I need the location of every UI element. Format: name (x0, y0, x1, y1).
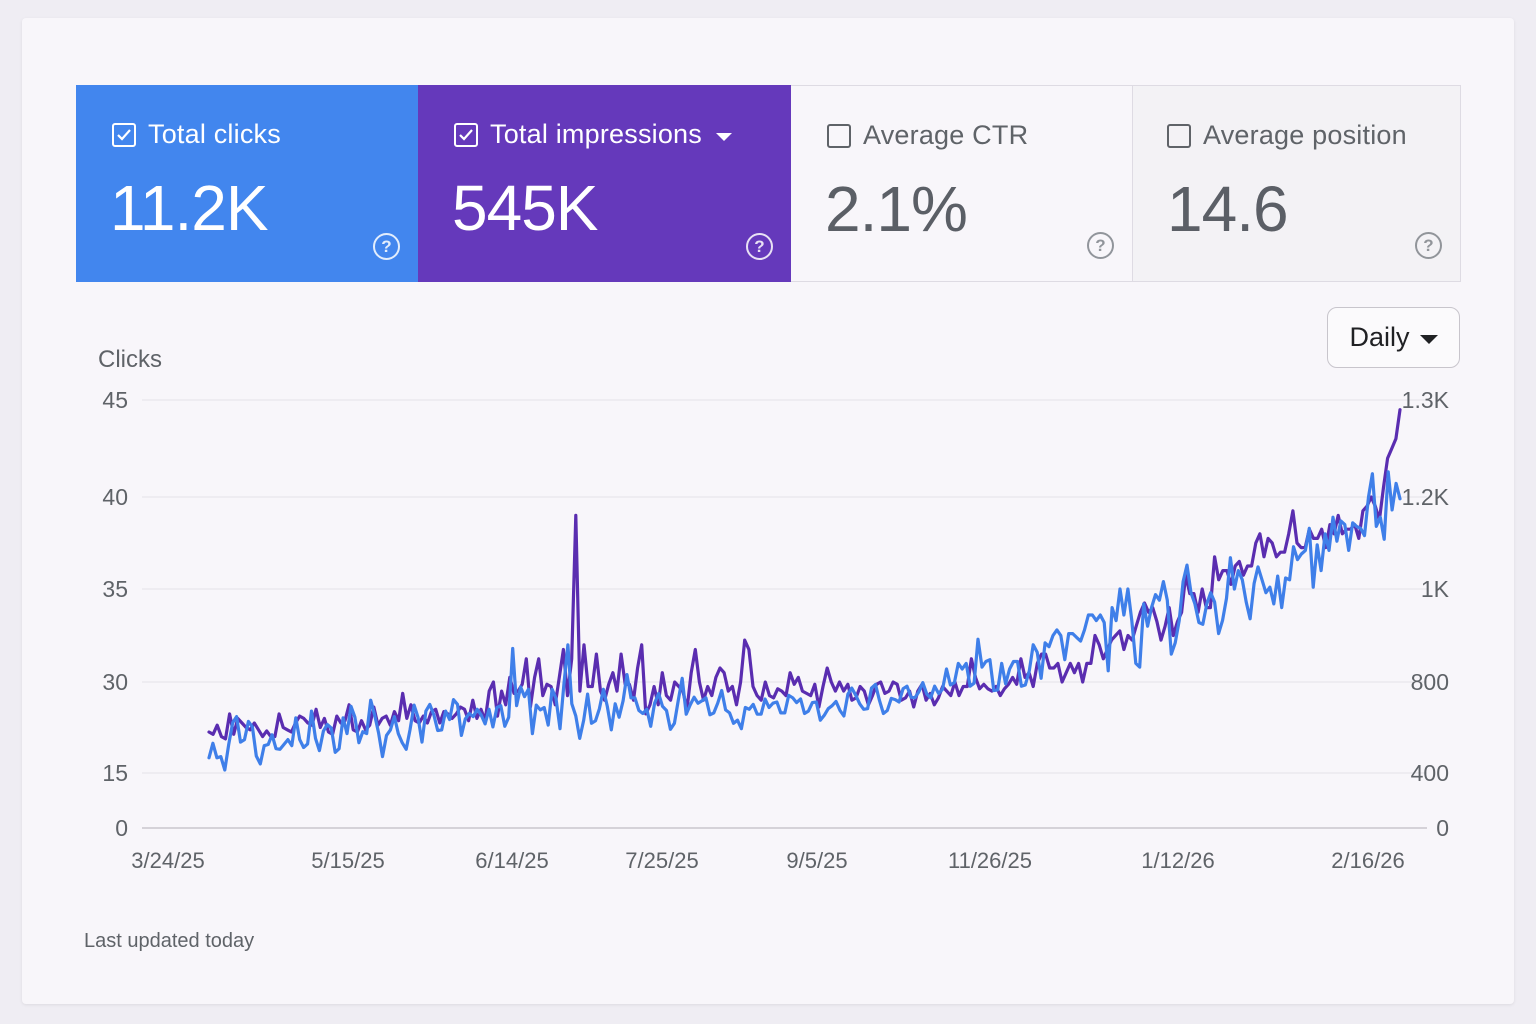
y-tick-label-right: 1.2K (1402, 484, 1450, 510)
metric-tiles: Total clicks 11.2K ? Total impressions 5… (76, 85, 1461, 282)
series-line-total-impressions (207, 408, 1402, 741)
metric-header: Average CTR (827, 120, 1028, 151)
metric-label: Average CTR (863, 120, 1029, 150)
checkbox-unchecked-icon[interactable] (1167, 123, 1191, 148)
x-tick-label: 7/25/25 (625, 848, 698, 873)
help-icon[interactable]: ? (746, 233, 773, 260)
x-tick-label: 2/16/26 (1331, 848, 1404, 873)
metric-label: Total clicks (148, 119, 281, 149)
help-icon[interactable]: ? (1415, 232, 1442, 259)
metric-tile-total-impressions[interactable]: Total impressions 545K ? (418, 85, 791, 282)
x-tick-label: 3/24/25 (131, 848, 204, 873)
x-tick-label: 6/14/25 (475, 848, 548, 873)
x-tick-label: 5/15/25 (311, 848, 384, 873)
y-tick-label-right: 1K (1421, 576, 1450, 602)
y-axis-title: Clicks (98, 346, 162, 373)
y-tick-label-right: 800 (1411, 669, 1449, 695)
series-line-total-clicks (207, 470, 1402, 772)
last-updated-text: Last updated today (84, 930, 255, 952)
metric-header: Total impressions (454, 119, 732, 150)
x-tick-label: 9/5/25 (786, 848, 847, 873)
y-tick-label-right: 0 (1436, 815, 1449, 841)
metric-header: Total clicks (112, 119, 281, 150)
metric-tile-total-clicks[interactable]: Total clicks 11.2K ? (76, 85, 418, 282)
x-tick-label: 1/12/26 (1141, 848, 1214, 873)
x-tick-label: 11/26/25 (948, 848, 1032, 873)
metric-tile-average-ctr[interactable]: Average CTR 2.1% ? (791, 85, 1132, 282)
y-tick-label-right: 400 (1411, 760, 1449, 786)
metric-label: Total impressions (490, 119, 702, 149)
checkbox-unchecked-icon[interactable] (827, 123, 851, 148)
metric-header: Average position (1167, 120, 1407, 151)
chevron-down-icon (1419, 335, 1438, 344)
metric-value: 14.6 (1167, 173, 1289, 245)
granularity-dropdown[interactable]: Daily (1327, 307, 1460, 368)
y-tick-label-left: 15 (102, 760, 128, 786)
chevron-down-icon[interactable] (715, 132, 732, 141)
help-icon[interactable]: ? (373, 233, 400, 260)
metric-value: 2.1% (825, 173, 968, 245)
y-tick-label-left: 35 (102, 576, 128, 602)
y-tick-label-left: 45 (102, 387, 128, 413)
y-tick-label-right: 1.3K (1402, 387, 1450, 413)
y-tick-label-left: 0 (115, 815, 128, 841)
y-tick-label-left: 40 (102, 484, 128, 510)
metric-value: 545K (452, 172, 598, 244)
checkbox-checked-icon[interactable] (454, 122, 478, 147)
metric-tile-average-position[interactable]: Average position 14.6 ? (1132, 85, 1461, 282)
checkbox-checked-icon[interactable] (112, 122, 136, 147)
metric-value: 11.2K (110, 172, 268, 244)
granularity-label: Daily (1349, 322, 1410, 352)
metric-label: Average position (1203, 120, 1407, 150)
help-icon[interactable]: ? (1087, 232, 1114, 259)
y-tick-label-left: 30 (102, 669, 128, 695)
